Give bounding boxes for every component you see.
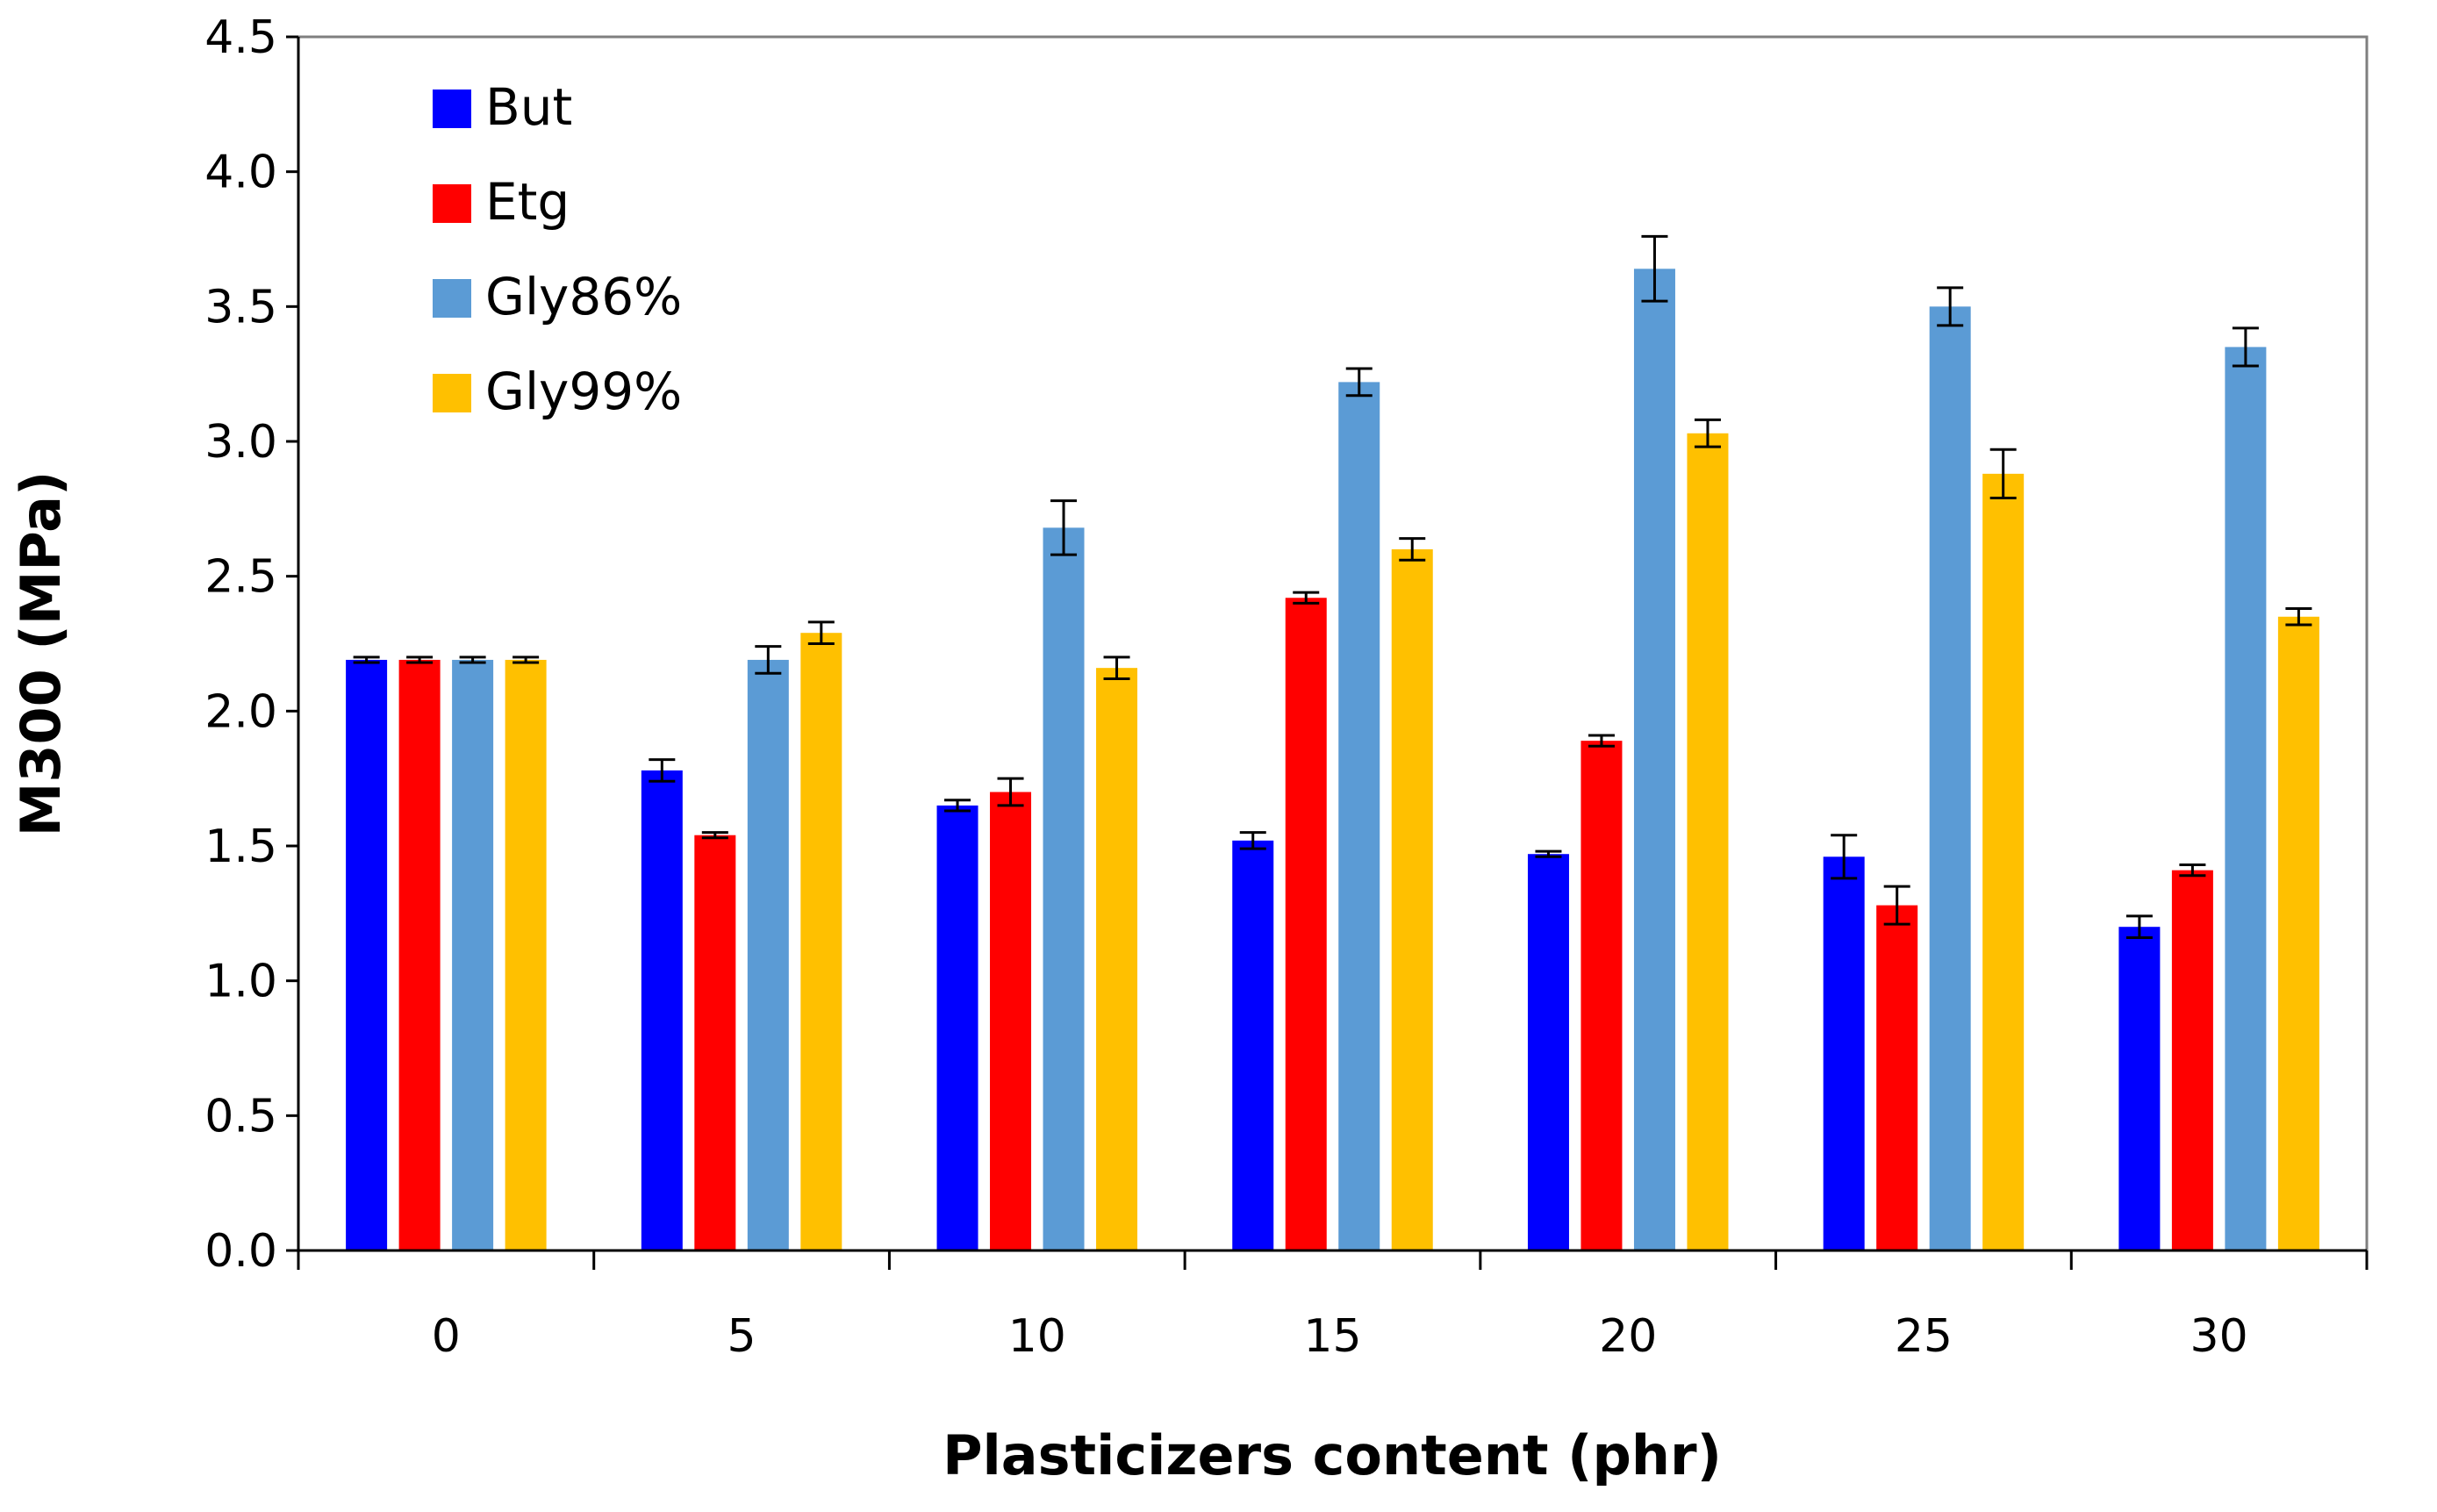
error-bar [2232, 326, 2259, 368]
x-axis-title: Plasticizers content (phr) [943, 1423, 1722, 1487]
bar-gly99-15 [1391, 548, 1433, 1250]
legend-label: Gly99% [485, 362, 682, 421]
error-bar [2179, 863, 2206, 878]
x-tick-label: 15 [1303, 1310, 1361, 1363]
error-bar [997, 777, 1024, 807]
x-tick-label: 0 [432, 1310, 461, 1363]
bar-gly99-25 [1982, 473, 2025, 1250]
error-bar [2125, 914, 2153, 939]
error-bar [1050, 499, 1078, 556]
legend-swatch [433, 184, 471, 223]
bar-gly99-10 [1096, 668, 1138, 1250]
legend-item: But [433, 77, 572, 137]
error-bar [406, 656, 434, 664]
y-axis-title: M300 (MPa) [9, 471, 73, 837]
plot-border [297, 35, 2369, 1252]
legend-item: Etg [433, 172, 570, 232]
error-bar [512, 656, 540, 664]
error-bar [1345, 367, 1373, 398]
bar-etg-20 [1580, 741, 1623, 1250]
bar-etg-5 [694, 835, 736, 1250]
error-bar [1694, 418, 1721, 448]
y-tick-label: 3.5 [204, 281, 277, 333]
bar-gly86-15 [1338, 382, 1380, 1250]
bar-gly86-5 [747, 659, 789, 1250]
error-bar [944, 799, 971, 813]
legend-item: Gly86% [433, 267, 682, 326]
error-bar [1399, 537, 1426, 562]
y-tick-label: 2.0 [204, 685, 277, 738]
error-bar [649, 758, 676, 783]
error-bar [755, 645, 782, 675]
bar-but-25 [1823, 856, 1865, 1250]
bar-gly86-30 [2225, 347, 2267, 1250]
error-bar [1239, 831, 1266, 850]
error-bar [1883, 885, 1910, 926]
bar-but-15 [1232, 840, 1274, 1250]
error-bar [1588, 734, 1615, 748]
bar-but-10 [936, 805, 978, 1250]
y-tick-label: 1.0 [204, 956, 277, 1008]
legend-label: But [485, 77, 572, 137]
error-bars [353, 234, 2312, 939]
x-tick-label: 20 [1599, 1310, 1657, 1363]
legend-swatch [433, 374, 471, 412]
error-bar [1293, 591, 1320, 605]
error-bar [1937, 286, 1964, 327]
bar-gly99-0 [505, 659, 547, 1250]
bar-gly86-0 [452, 659, 494, 1250]
axes [297, 37, 2367, 1252]
y-tick-label: 0.0 [204, 1225, 277, 1278]
y-tick-label: 2.5 [204, 551, 277, 604]
bars [346, 269, 2319, 1251]
legend-label: Etg [485, 172, 570, 232]
bar-etg-30 [2171, 870, 2213, 1250]
error-bar [353, 656, 380, 664]
bar-etg-10 [990, 792, 1032, 1250]
x-tick-label: 25 [1895, 1310, 1953, 1363]
bar-etg-15 [1285, 598, 1327, 1250]
error-bar [807, 620, 835, 645]
bar-etg-25 [1876, 905, 1918, 1250]
error-bar [1989, 448, 2017, 500]
plot-area [297, 35, 2369, 1252]
x-tick-label: 5 [728, 1310, 756, 1363]
error-bar [1103, 656, 1130, 680]
error-bar [1831, 834, 1858, 880]
y-tick-label: 3.0 [204, 416, 277, 469]
bar-gly86-20 [1633, 269, 1675, 1251]
bar-gly99-30 [2277, 616, 2319, 1250]
error-bar [1535, 849, 1562, 858]
legend-swatch [433, 279, 471, 318]
y-axis-ticks: 0.0 0.5 1.0 1.5 2.0 2.5 3.0 3.5 4.0 4.5 [204, 11, 298, 1278]
legend-swatch [433, 90, 471, 128]
x-axis-ticks: 0 5 10 15 20 25 30 [297, 1250, 2369, 1363]
x-tick-label: 30 [2190, 1310, 2248, 1363]
error-bar [2285, 607, 2312, 627]
legend-item: Gly99% [433, 362, 682, 421]
y-tick-label: 1.5 [204, 820, 277, 873]
bar-etg-0 [398, 659, 441, 1250]
bar-but-5 [641, 770, 683, 1250]
y-tick-label: 4.0 [204, 147, 277, 199]
y-tick-label: 4.5 [204, 11, 277, 64]
bar-gly86-10 [1043, 527, 1085, 1250]
y-tick-label: 0.5 [204, 1090, 277, 1143]
error-bar [701, 831, 728, 840]
bar-gly99-20 [1687, 433, 1729, 1250]
bar-but-30 [2118, 927, 2161, 1250]
error-bar [459, 656, 486, 664]
bar-gly99-5 [800, 633, 842, 1250]
legend: But Etg Gly86% Gly99% [433, 77, 682, 421]
error-bar [1641, 234, 1668, 303]
x-tick-label: 10 [1008, 1310, 1066, 1363]
bar-gly86-25 [1929, 306, 1971, 1250]
bar-but-0 [346, 659, 388, 1250]
legend-label: Gly86% [485, 267, 682, 326]
bar-but-20 [1527, 854, 1569, 1250]
